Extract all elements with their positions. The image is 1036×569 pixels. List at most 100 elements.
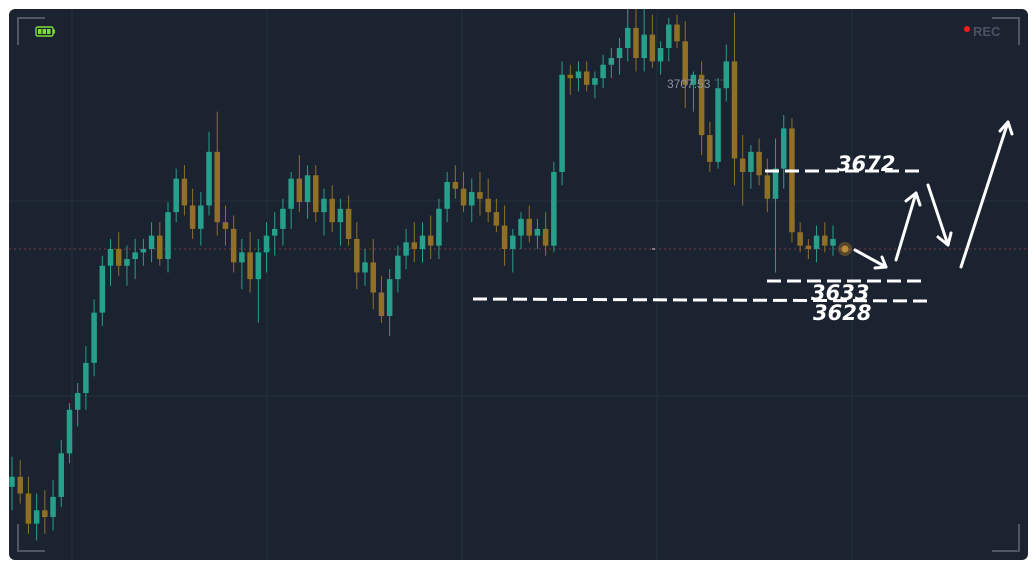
candle-body bbox=[403, 242, 409, 256]
candle-body bbox=[148, 235, 155, 249]
candle-body bbox=[707, 135, 713, 162]
candle-body bbox=[296, 178, 303, 203]
candle-body bbox=[91, 312, 97, 363]
high-price-label: 3707.53 bbox=[667, 77, 711, 91]
candle-body bbox=[436, 208, 442, 246]
candle-body bbox=[542, 228, 549, 246]
candle-body bbox=[107, 249, 114, 266]
candle-body bbox=[378, 292, 385, 316]
candle-body bbox=[625, 27, 631, 48]
candle-body bbox=[50, 496, 56, 517]
corner-bracket-top-right bbox=[992, 17, 1020, 45]
candles bbox=[9, 9, 836, 541]
candle-body bbox=[419, 235, 426, 249]
candle-body bbox=[337, 208, 344, 223]
candle-body bbox=[715, 88, 721, 162]
candle-body bbox=[42, 510, 48, 517]
candle-body bbox=[592, 78, 598, 85]
candle-body bbox=[452, 182, 459, 189]
candle-body bbox=[551, 171, 557, 246]
candle-body bbox=[805, 245, 812, 249]
candle-body bbox=[485, 198, 491, 213]
candle-body bbox=[518, 218, 524, 236]
candle-body bbox=[9, 476, 15, 487]
arrow-down-icon bbox=[926, 183, 953, 247]
candle-body bbox=[748, 151, 754, 172]
candle-body bbox=[723, 61, 730, 89]
candle-body bbox=[83, 362, 89, 394]
candle-body bbox=[157, 235, 163, 260]
arrow-down-right-icon bbox=[853, 248, 888, 270]
corner-bracket-bottom-right bbox=[992, 524, 1020, 552]
candle-body bbox=[583, 71, 590, 85]
candle-body bbox=[17, 476, 23, 494]
candle-body bbox=[222, 222, 229, 229]
candle-body bbox=[173, 178, 179, 213]
candle-body bbox=[321, 198, 327, 213]
candle-body bbox=[559, 74, 565, 172]
candle-body bbox=[526, 218, 532, 236]
candle-body bbox=[239, 252, 245, 263]
candle-body bbox=[280, 208, 286, 229]
candle-body bbox=[427, 235, 434, 246]
candle-body bbox=[780, 128, 787, 169]
candle-body bbox=[608, 58, 615, 65]
candle-body bbox=[567, 74, 574, 79]
battery-icon bbox=[35, 26, 55, 37]
candle-body bbox=[510, 235, 516, 249]
candle-body bbox=[99, 265, 106, 313]
candle-body bbox=[288, 178, 294, 209]
candle-body bbox=[115, 249, 122, 266]
candle-body bbox=[641, 34, 647, 59]
candle-body bbox=[739, 158, 746, 172]
candle-body bbox=[255, 252, 262, 280]
candle-body bbox=[789, 128, 795, 233]
candle-body bbox=[534, 228, 541, 236]
rec-dot-icon bbox=[964, 26, 970, 32]
candle-body bbox=[616, 48, 623, 59]
candle-body bbox=[501, 225, 508, 249]
candle-body bbox=[600, 64, 606, 79]
candle-body bbox=[354, 238, 360, 273]
candle-body bbox=[230, 228, 237, 263]
candle-body bbox=[813, 235, 820, 249]
candle-body bbox=[764, 175, 771, 199]
candle-body bbox=[657, 48, 664, 62]
candle-body bbox=[124, 259, 130, 266]
arrow-up-icon bbox=[894, 191, 922, 262]
current-candle-glow bbox=[838, 242, 852, 256]
candle-body bbox=[198, 205, 204, 229]
corner-bracket-bottom-left bbox=[17, 524, 45, 552]
candle-body bbox=[206, 151, 212, 206]
candle-body bbox=[797, 232, 803, 246]
level-label-3633: 3633 bbox=[811, 281, 869, 305]
rec-label: REC bbox=[973, 24, 1001, 39]
level-label-3672: 3672 bbox=[837, 152, 895, 176]
chart-svg: REC 3707.53 3672 3633 3628 bbox=[9, 9, 1028, 560]
candle-body bbox=[74, 393, 81, 410]
corner-bracket-top-left bbox=[17, 17, 45, 45]
chart-frame: REC 3707.53 3672 3633 3628 bbox=[9, 9, 1028, 560]
candle-body bbox=[362, 262, 368, 273]
candle-body bbox=[66, 409, 73, 454]
support-resistance-lines bbox=[472, 169, 928, 303]
candle-body bbox=[731, 61, 738, 159]
candle-body bbox=[313, 175, 319, 213]
candle-body bbox=[772, 168, 779, 199]
candle-body bbox=[247, 252, 253, 280]
candle-body bbox=[460, 188, 467, 206]
candle-body bbox=[304, 175, 311, 203]
candle-body bbox=[395, 255, 401, 280]
level-label-3628: 3628 bbox=[813, 301, 871, 325]
candle-body bbox=[345, 208, 352, 239]
candle-body bbox=[477, 192, 483, 199]
projection-arrows bbox=[853, 120, 1014, 270]
candle-body bbox=[674, 24, 680, 42]
candle-body bbox=[189, 205, 196, 229]
candle-body bbox=[411, 242, 418, 249]
grid-lines bbox=[9, 9, 1028, 560]
candle-body bbox=[444, 182, 450, 209]
candle-body bbox=[469, 192, 475, 206]
candle-body bbox=[682, 41, 688, 85]
high-price-marker: 3707.53 bbox=[667, 77, 725, 91]
